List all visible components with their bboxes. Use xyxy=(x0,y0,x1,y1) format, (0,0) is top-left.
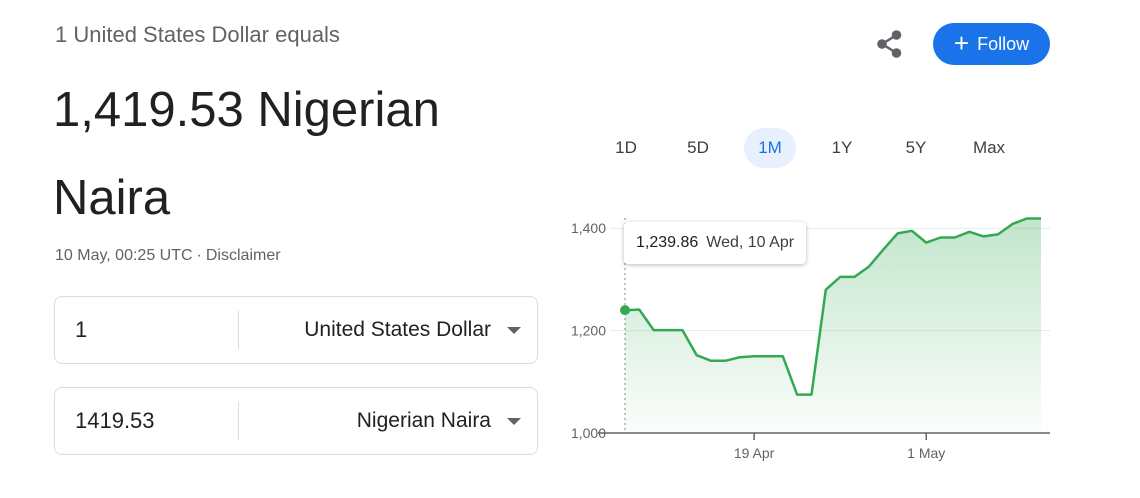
converter-row-to: Nigerian Naira xyxy=(54,387,538,455)
to-currency-label: Nigerian Naira xyxy=(356,409,491,432)
update-timestamp-row: 10 May, 00:25 UTC · Disclaimer xyxy=(55,247,281,265)
from-currency-label: United States Dollar xyxy=(304,318,491,341)
caret-down-icon xyxy=(507,326,521,334)
x-tick-label: 19 Apr xyxy=(734,445,775,461)
plus-icon: + xyxy=(953,28,970,58)
currency-subtitle: 1 United States Dollar equals xyxy=(55,22,340,47)
y-tick-label: 1,000 xyxy=(571,425,606,441)
tab-1d[interactable]: 1D xyxy=(615,138,637,157)
to-currency-select[interactable]: Nigerian Naira xyxy=(357,388,521,454)
caret-down-icon xyxy=(507,417,521,425)
tab-5d[interactable]: 5D xyxy=(687,138,709,157)
from-currency-select[interactable]: United States Dollar xyxy=(304,297,521,363)
tab-max[interactable]: Max xyxy=(972,138,1006,157)
hover-point-marker xyxy=(620,305,630,316)
exchange-rate-chart[interactable]: 1,000 1,200 1,400 19 Apr 1 May xyxy=(548,200,1058,480)
time-range-tabs: 1D 5D 1M 1Y 5Y Max xyxy=(588,128,1028,168)
follow-button[interactable]: + Follow xyxy=(933,23,1050,65)
disclaimer-link[interactable]: Disclaimer xyxy=(205,247,281,264)
share-button[interactable] xyxy=(872,26,908,62)
share-icon xyxy=(877,30,902,58)
tooltip-date: Wed, 10 Apr xyxy=(706,234,795,251)
tab-1m[interactable]: 1M xyxy=(744,128,796,168)
converter-divider xyxy=(238,402,239,440)
separator-dot: · xyxy=(196,247,202,264)
follow-label: Follow xyxy=(977,33,1030,54)
update-timestamp: 10 May, 00:25 UTC xyxy=(55,247,193,264)
tooltip-value: 1,239.86 xyxy=(636,234,699,251)
from-amount-input[interactable] xyxy=(75,315,225,345)
tab-5y[interactable]: 5Y xyxy=(905,138,927,157)
exchange-rate-value: 1,419.53 Nigerian Naira xyxy=(53,83,440,225)
converter-divider xyxy=(238,311,239,349)
chart-tooltip: 1,239.86 Wed, 10 Apr xyxy=(624,222,807,264)
converter-row-from: United States Dollar xyxy=(54,296,538,364)
to-amount-input[interactable] xyxy=(75,406,225,436)
tab-1y[interactable]: 1Y xyxy=(831,138,853,157)
chart-area-fill xyxy=(625,218,1041,433)
y-tick-label: 1,200 xyxy=(571,323,606,339)
chart-series-line xyxy=(624,217,1041,396)
x-tick-label: 1 May xyxy=(907,445,945,461)
y-tick-label: 1,400 xyxy=(571,220,606,236)
